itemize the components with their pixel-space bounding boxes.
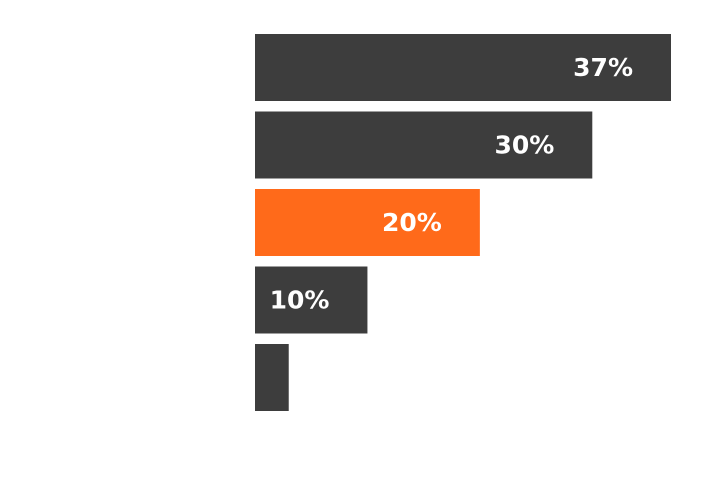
bar-4 [255, 266, 368, 334]
labels-group: 37% 30% 20% 10% [270, 53, 633, 315]
bar-3 [255, 189, 480, 256]
bars-group [255, 34, 671, 411]
bar-2-value-label: 30% [494, 131, 554, 160]
bar-3-value-label: 20% [382, 208, 442, 237]
bar-1-value-label: 37% [573, 53, 633, 82]
bar-2 [255, 111, 593, 179]
bar-1 [255, 34, 671, 101]
bar-5 [255, 344, 289, 411]
bar-4-value-label: 10% [270, 286, 330, 315]
